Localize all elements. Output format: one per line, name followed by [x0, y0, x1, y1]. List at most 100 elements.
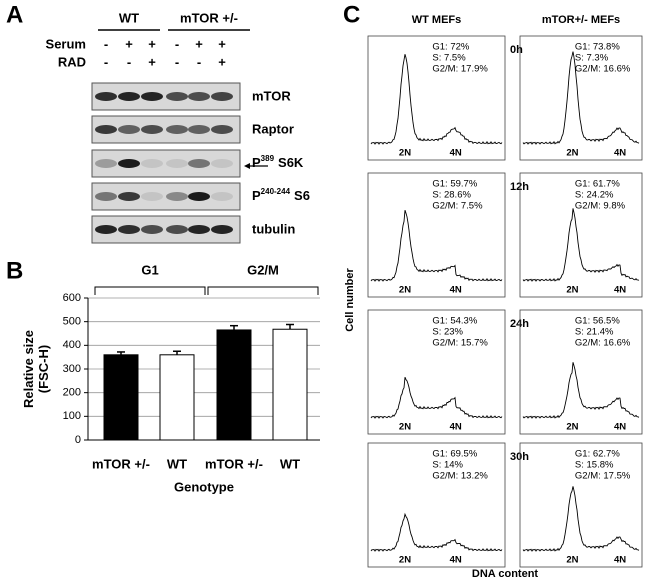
bar	[159, 354, 195, 441]
histogram-frame	[519, 35, 643, 161]
y-tick-label: 100	[63, 410, 81, 422]
dna-tick-label: 2N	[566, 555, 578, 566]
suffix: S6K	[278, 155, 304, 170]
sign: +	[218, 36, 226, 51]
x-tick-label: mTOR +/-	[92, 456, 150, 471]
sign: -	[127, 54, 131, 69]
bar	[103, 354, 139, 441]
band	[211, 125, 233, 134]
stat-text: G2/M: 16.6%	[575, 64, 631, 75]
sign: +	[218, 54, 226, 69]
y-tick-label: 600	[63, 292, 81, 304]
band	[118, 159, 140, 168]
column-header: mTOR+/- MEFs	[542, 14, 620, 26]
dna-tick-label: 4N	[450, 555, 462, 566]
stat-text: S: 7.5%	[432, 53, 466, 64]
y-tick-label: 200	[63, 387, 81, 399]
dna-tick-label: 4N	[450, 148, 462, 159]
bar	[272, 328, 308, 441]
histogram-frame	[519, 442, 643, 568]
sign: -	[175, 54, 179, 69]
sign: +	[148, 54, 156, 69]
sign: -	[175, 36, 179, 51]
stat-text: S: 23%	[432, 327, 463, 338]
y-tick-label: 400	[63, 339, 81, 351]
stat-text: G2/M: 13.2%	[432, 471, 488, 482]
y-axis-label: Cell number	[344, 268, 356, 332]
sign: +	[195, 36, 203, 51]
x-axis-label: Genotype	[174, 479, 234, 494]
band	[95, 159, 117, 168]
y-axis-label-line: Relative size	[21, 330, 36, 408]
dna-tick-label: 4N	[614, 555, 626, 566]
band	[95, 225, 117, 234]
band	[211, 192, 233, 201]
dna-tick-label: 4N	[614, 285, 626, 296]
sign: +	[125, 36, 133, 51]
blot-label: tubulin	[252, 221, 295, 236]
band	[166, 225, 188, 234]
band	[166, 125, 188, 134]
histogram-frame	[367, 35, 506, 161]
suffix: S6	[294, 188, 310, 203]
y-tick-label: 300	[63, 363, 81, 375]
stat-text: G2/M: 9.8%	[575, 201, 626, 212]
band	[166, 192, 188, 201]
band	[95, 92, 117, 101]
stat-text: G2/M: 17.5%	[575, 471, 631, 482]
y-axis-label: Relative size(FSC-H)	[21, 330, 51, 408]
group-label: WT	[119, 10, 139, 25]
x-tick-label: WT	[280, 456, 300, 471]
band	[141, 192, 163, 201]
band	[211, 225, 233, 234]
band	[118, 125, 140, 134]
blot-label: Raptor	[252, 121, 294, 136]
stat-text: S: 28.6%	[432, 190, 471, 201]
y-tick-label: 0	[75, 434, 81, 446]
histogram-curve	[370, 210, 503, 282]
stat-text: G2/M: 7.5%	[432, 201, 483, 212]
group-label: G2/M	[247, 262, 279, 277]
prefix: P	[252, 188, 261, 203]
group-bracket	[94, 286, 206, 295]
dna-tick-label: 2N	[566, 285, 578, 296]
dna-tick-label: 2N	[399, 422, 411, 433]
dna-tick-label: 2N	[566, 422, 578, 433]
histogram-curve	[370, 512, 503, 552]
stat-text: G1: 54.3%	[432, 316, 477, 327]
histogram-frame	[367, 442, 506, 568]
panel-label: C	[343, 1, 360, 28]
arrow-head	[244, 163, 250, 169]
group-label: mTOR +/-	[180, 10, 238, 25]
group-bracket	[207, 286, 319, 295]
band	[118, 92, 140, 101]
stat-text: S: 15.8%	[575, 460, 614, 471]
stat-text: G1: 73.8%	[575, 42, 620, 53]
stat-text: G2/M: 15.7%	[432, 338, 488, 349]
dna-tick-label: 2N	[566, 148, 578, 159]
dna-tick-label: 2N	[399, 555, 411, 566]
dna-tick-label: 4N	[450, 285, 462, 296]
stat-text: G1: 69.5%	[432, 449, 477, 460]
sign: -	[104, 36, 108, 51]
dna-tick-label: 4N	[614, 148, 626, 159]
dna-tick-label: 2N	[399, 148, 411, 159]
y-axis-label-line: (FSC-H)	[36, 345, 51, 393]
y-tick-label: 500	[63, 316, 81, 328]
histogram-curve	[522, 208, 640, 282]
column-header: WT MEFs	[412, 14, 462, 26]
stat-text: S: 7.3%	[575, 53, 609, 64]
stat-text: G2/M: 17.9%	[432, 64, 488, 75]
stat-text: S: 24.2%	[575, 190, 614, 201]
band	[188, 192, 210, 201]
band	[118, 192, 140, 201]
prefix: P	[252, 155, 261, 170]
band	[141, 125, 163, 134]
superscript: 240-244	[261, 187, 291, 196]
stat-text: S: 14%	[432, 460, 463, 471]
stat-text: G1: 56.5%	[575, 316, 620, 327]
histogram-curve	[522, 362, 640, 419]
blot-label: P240-244 S6	[252, 187, 310, 203]
stat-text: G1: 62.7%	[575, 449, 620, 460]
